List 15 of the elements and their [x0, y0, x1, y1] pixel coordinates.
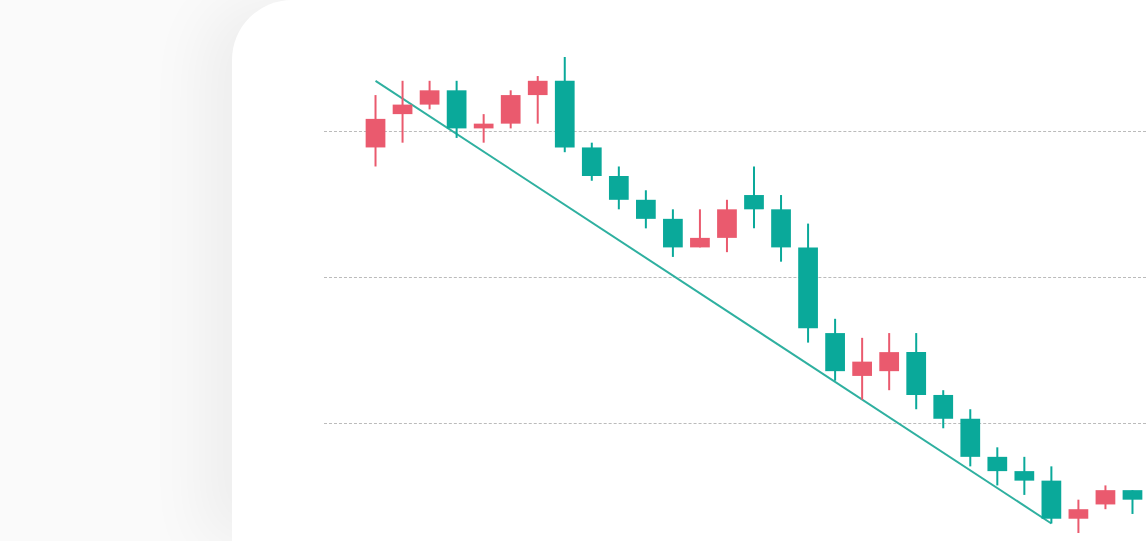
- candlestick: [744, 165, 764, 230]
- candlestick: [608, 165, 629, 211]
- candlestick: [419, 79, 440, 111]
- candlestick: [1095, 484, 1116, 511]
- candlestick: [879, 332, 900, 392]
- candlestick: [1068, 498, 1089, 534]
- candlestick: [635, 189, 656, 230]
- candlestick: [1122, 489, 1143, 515]
- candlestick: [690, 208, 710, 249]
- candlestick: [933, 389, 954, 430]
- candlestick: [852, 336, 873, 401]
- candlestick: [987, 446, 1008, 487]
- candlestick: [392, 79, 413, 144]
- candlestick: [527, 75, 548, 125]
- candlestick: [1014, 455, 1035, 496]
